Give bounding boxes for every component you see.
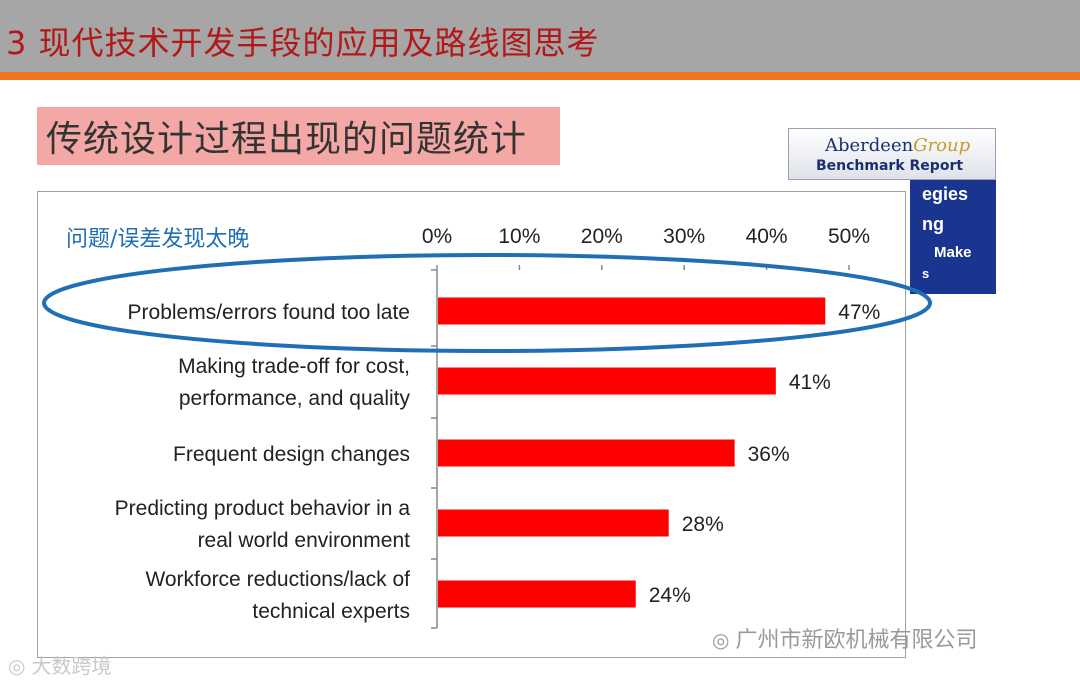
cover-text: s [922, 266, 930, 281]
category-label: Making trade-off for cost, [178, 355, 410, 378]
aberdeen-brand: AberdeenGroup [825, 135, 970, 156]
watermark-left: ◎ 大数跨境 [8, 650, 111, 679]
x-tick-label: 50% [828, 225, 870, 248]
aberdeen-report-thumbnail: AberdeenGroup Benchmark Report egies ng … [788, 128, 996, 294]
report-cover: egies ng Make s [910, 180, 996, 294]
aberdeen-name: Aberdeen [825, 135, 914, 156]
subtitle-highlight [37, 107, 560, 165]
header-bar [0, 0, 1080, 72]
category-label: technical experts [252, 600, 410, 623]
category-label: performance, and quality [179, 387, 411, 410]
data-label: 28% [682, 513, 724, 536]
wechat-icon: ◎ [712, 628, 730, 652]
category-label: real world environment [198, 529, 411, 552]
cover-text: egies [922, 184, 969, 204]
category-label: Workforce reductions/lack of [145, 568, 410, 591]
data-label: 47% [838, 301, 880, 324]
aberdeen-logo: AberdeenGroup Benchmark Report [788, 128, 996, 180]
x-tick-label: 10% [498, 225, 540, 248]
bar [438, 367, 776, 395]
x-tick-label: 40% [746, 225, 788, 248]
benchmark-report-label: Benchmark Report [816, 158, 964, 174]
aberdeen-group: Group [913, 135, 971, 156]
data-label: 36% [748, 443, 790, 466]
category-label: Problems/errors found too late [128, 301, 410, 324]
watermark-right-text: 广州市新欧机械有限公司 [735, 628, 978, 653]
data-label: 41% [789, 371, 831, 394]
cover-text: Make [934, 244, 972, 261]
bar [438, 297, 826, 325]
watermark-left-text: 大数跨境 [31, 654, 112, 678]
chart-title: 问题/误差发现太晚 [66, 227, 249, 252]
page-title: 3 现代技术开发手段的应用及路线图思考 [6, 24, 600, 62]
slide-subtitle: 传统设计过程出现的问题统计 [46, 119, 528, 160]
x-tick-label: 30% [663, 225, 705, 248]
x-tick-label: 20% [581, 225, 623, 248]
highlight-ellipse [42, 253, 932, 353]
x-tick-label: 0% [422, 225, 452, 248]
category-label: Predicting product behavior in a [115, 497, 411, 520]
cover-text: ng [922, 214, 944, 234]
bar [438, 509, 669, 537]
watermark-right: ◎ 广州市新欧机械有限公司 [712, 622, 977, 654]
data-label: 24% [649, 584, 691, 607]
header-accent-line [0, 72, 1080, 80]
bar [438, 439, 735, 467]
wechat-icon: ◎ [8, 654, 26, 678]
category-label: Frequent design changes [173, 443, 410, 466]
bar [438, 580, 636, 608]
